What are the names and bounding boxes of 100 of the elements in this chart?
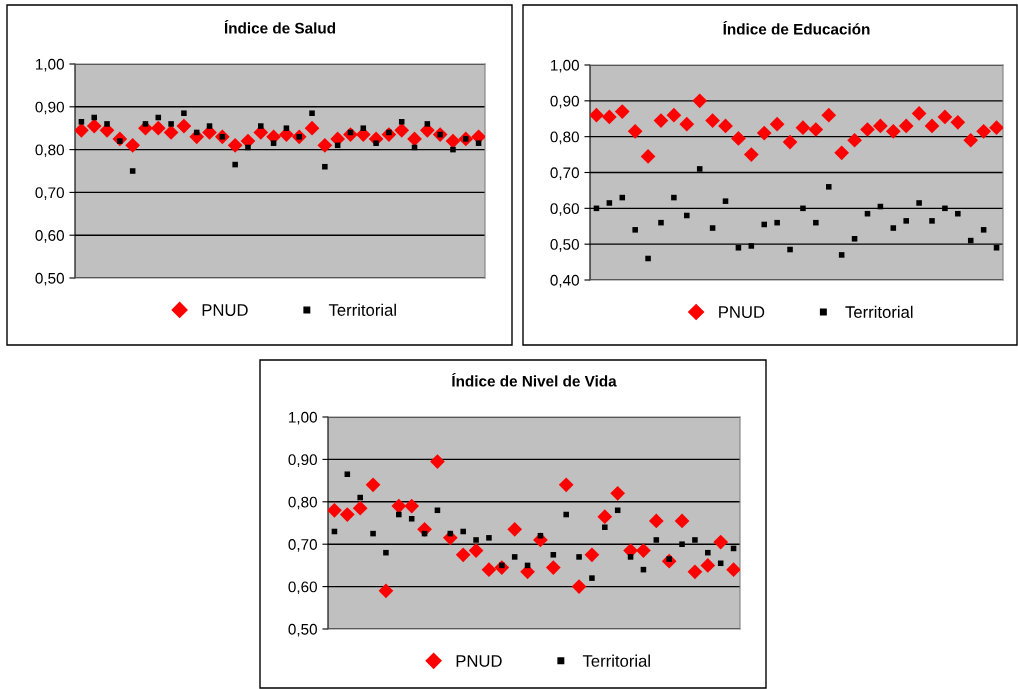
- point: [597, 509, 613, 525]
- point: [860, 122, 875, 137]
- point: [328, 502, 342, 518]
- point: [78, 119, 85, 125]
- point: [787, 246, 793, 253]
- point: [713, 534, 729, 550]
- point: [645, 255, 651, 262]
- point: [679, 116, 695, 132]
- point: [232, 161, 238, 168]
- point: [761, 221, 768, 228]
- point: [942, 205, 948, 212]
- point: [955, 210, 961, 217]
- point: [86, 118, 102, 134]
- point: [602, 524, 608, 531]
- point: [929, 218, 935, 224]
- y-tick-label: 0,70: [550, 167, 579, 180]
- point: [658, 219, 664, 226]
- point: [125, 137, 141, 153]
- point: [834, 145, 850, 161]
- point: [653, 113, 669, 128]
- point: [322, 163, 328, 170]
- legend-label: Territorial: [328, 303, 396, 316]
- point: [731, 131, 746, 146]
- y-tick-label: 0,50: [35, 272, 64, 286]
- point: [821, 107, 837, 123]
- point: [181, 110, 187, 116]
- point: [383, 549, 389, 556]
- point: [636, 543, 651, 558]
- point: [911, 106, 927, 121]
- point: [632, 227, 638, 233]
- point: [460, 528, 466, 535]
- point: [339, 507, 355, 522]
- point: [782, 134, 798, 150]
- y-tick-label: 0,90: [35, 101, 64, 115]
- point: [653, 537, 660, 543]
- point: [365, 477, 381, 493]
- point: [640, 149, 656, 164]
- chart-title: Índice de Educación: [723, 20, 870, 35]
- point: [142, 121, 149, 127]
- y-tick-label: 0,80: [288, 496, 317, 510]
- point: [838, 252, 845, 258]
- y-tick-label: 0,60: [288, 581, 317, 595]
- point: [398, 119, 405, 125]
- point: [507, 521, 523, 537]
- legend-label: PNUD: [202, 304, 248, 316]
- point: [696, 166, 703, 172]
- point: [774, 219, 780, 226]
- point: [671, 194, 677, 201]
- y-tick-label: 1,00: [36, 58, 64, 72]
- point: [756, 125, 772, 141]
- point: [370, 530, 376, 537]
- point: [967, 237, 974, 244]
- point: [304, 120, 320, 136]
- legend-label: Territorial: [845, 305, 913, 318]
- point: [563, 511, 569, 518]
- y-tick-label: 0,80: [35, 144, 64, 158]
- point: [735, 244, 742, 251]
- point: [614, 104, 630, 119]
- point: [692, 93, 708, 109]
- point: [963, 132, 979, 148]
- point: [176, 118, 192, 134]
- point: [373, 140, 379, 146]
- point: [396, 511, 402, 518]
- y-tick-label: 0,90: [288, 454, 317, 467]
- point: [129, 168, 136, 174]
- point: [91, 114, 97, 121]
- y-tick-label: 0,60: [550, 203, 579, 216]
- point: [344, 471, 351, 478]
- point: [475, 140, 482, 146]
- point: [800, 205, 806, 212]
- point: [468, 543, 484, 558]
- point: [700, 558, 716, 573]
- chart-title: Índice de Nivel de Vida: [452, 372, 617, 387]
- point: [674, 513, 690, 529]
- point: [924, 118, 940, 134]
- point: [903, 218, 909, 224]
- point: [976, 123, 992, 139]
- point: [545, 560, 561, 575]
- point: [916, 200, 922, 206]
- point: [692, 537, 698, 543]
- point: [705, 549, 711, 556]
- point: [808, 122, 824, 137]
- point: [648, 513, 664, 529]
- point: [610, 485, 626, 501]
- point: [357, 494, 363, 501]
- point: [481, 562, 497, 578]
- legend-label: Territorial: [582, 654, 650, 667]
- point: [473, 537, 479, 543]
- point: [394, 122, 410, 138]
- point: [430, 454, 445, 469]
- point: [258, 123, 264, 129]
- point: [684, 212, 690, 219]
- point: [890, 225, 897, 231]
- point: [590, 107, 604, 123]
- point: [168, 121, 174, 127]
- point: [558, 477, 574, 493]
- point: [885, 123, 901, 139]
- point: [795, 120, 811, 136]
- point: [245, 144, 251, 151]
- chart-title: Índice de Salud: [224, 19, 336, 34]
